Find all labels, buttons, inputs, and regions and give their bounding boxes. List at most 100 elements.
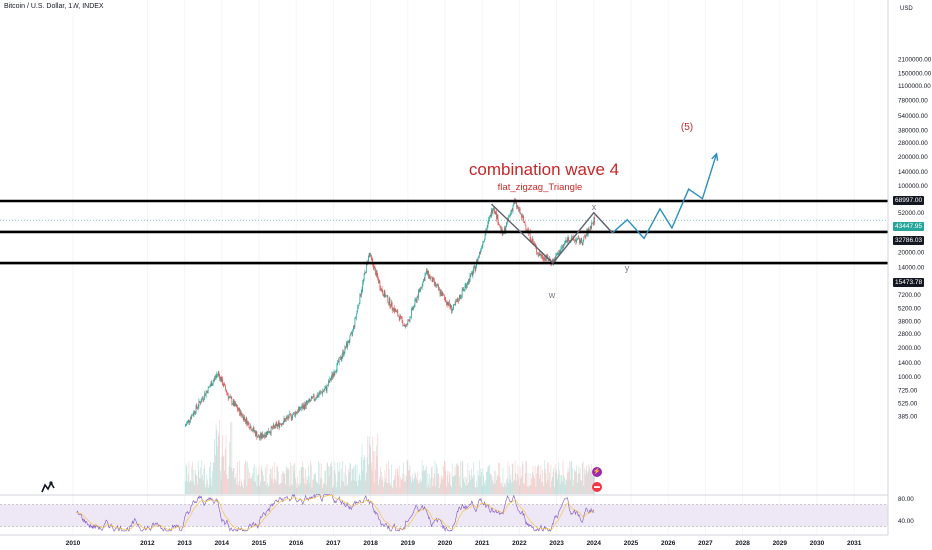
candle-body — [522, 216, 524, 218]
volume-bar — [564, 477, 565, 494]
price-tick-label: 5200.00 — [898, 306, 921, 313]
candle-body — [257, 435, 259, 437]
volume-bar — [214, 439, 215, 494]
candle-body — [473, 267, 474, 273]
volume-bar — [478, 475, 479, 494]
volume-bar — [536, 467, 538, 494]
candle-body — [228, 397, 230, 399]
volume-bar — [297, 476, 298, 494]
candle-body — [352, 329, 354, 334]
candle-body — [580, 238, 582, 243]
candle-body — [491, 209, 492, 217]
volume-bar — [386, 482, 388, 494]
volume-bar — [391, 486, 393, 494]
candle-body — [583, 236, 585, 240]
candle-body — [325, 386, 326, 389]
candle-body — [215, 376, 217, 378]
volume-bar — [293, 470, 295, 494]
volume-bar — [570, 461, 572, 494]
volume-bar — [509, 465, 510, 494]
candle-body — [541, 254, 542, 257]
event-marker-icon[interactable]: ⚡ — [592, 467, 602, 477]
candle-body — [530, 239, 532, 241]
candle-body — [223, 383, 225, 386]
volume-bar — [210, 477, 212, 494]
candle-body — [361, 288, 363, 293]
candle-body — [318, 394, 320, 395]
candle-body — [418, 290, 419, 298]
volume-bar — [539, 478, 540, 494]
volume-bar — [468, 482, 469, 494]
candle-body — [247, 421, 248, 425]
candle-body — [347, 340, 349, 347]
volume-bar — [442, 476, 444, 494]
candle-body — [253, 427, 255, 432]
time-tick-label: 2013 — [177, 540, 192, 547]
candle-body — [519, 208, 520, 211]
earnings-marker-icon[interactable]: ▬ — [592, 482, 602, 492]
time-tick-label: 2021 — [475, 540, 490, 547]
candle-body — [375, 271, 377, 276]
candle-body — [276, 423, 278, 427]
volume-bar — [512, 463, 514, 494]
candle-body — [469, 275, 471, 282]
volume-bar — [328, 465, 329, 494]
candle-body — [446, 302, 448, 305]
volume-bar — [189, 482, 190, 494]
candle-body — [472, 272, 474, 276]
volume-bar — [437, 473, 439, 494]
volume-bar — [351, 468, 353, 494]
volume-bar — [549, 472, 550, 494]
volume-bar — [239, 460, 241, 494]
candle-body — [531, 240, 532, 242]
candle-body — [579, 238, 580, 243]
volume-bar — [259, 485, 261, 494]
volume-bar — [355, 464, 356, 494]
volume-bar — [551, 477, 553, 494]
candle-body — [262, 435, 264, 438]
candle-body — [441, 292, 443, 297]
candle-body — [557, 253, 559, 255]
volume-bar — [493, 483, 494, 494]
candle-body — [485, 231, 487, 236]
volume-bar — [237, 462, 238, 494]
candle-body — [318, 394, 319, 397]
candle-body — [285, 419, 286, 422]
volume-bar — [207, 487, 209, 494]
candle-body — [316, 394, 318, 399]
candle-body — [235, 405, 237, 406]
candle-body — [446, 301, 447, 305]
volume-bar — [226, 474, 228, 494]
volume-bar — [219, 419, 221, 494]
volume-bar — [389, 482, 391, 494]
volume-bar — [435, 486, 437, 494]
volume-bar — [388, 461, 389, 494]
volume-bar — [223, 455, 225, 494]
volume-bar — [574, 469, 575, 494]
candle-body — [401, 316, 402, 318]
candle-body — [564, 242, 566, 244]
candle-body — [582, 242, 583, 245]
volume-bar — [584, 474, 586, 494]
candle-body — [230, 397, 231, 398]
volume-bar — [541, 469, 543, 494]
candle-body — [244, 416, 246, 420]
volume-bar — [316, 482, 318, 494]
volume-bar — [368, 464, 369, 494]
volume-bar — [506, 478, 508, 494]
tradingview-logo-icon[interactable] — [40, 480, 58, 499]
volume-bar — [509, 479, 511, 494]
volume-bar — [513, 481, 515, 494]
candle-body — [521, 216, 523, 218]
candle-body — [194, 412, 196, 414]
volume-bar — [222, 435, 223, 494]
volume-bar — [290, 462, 291, 494]
volume-bar — [235, 477, 236, 494]
volume-bar — [561, 475, 562, 494]
candle-body — [406, 324, 407, 326]
volume-bar — [371, 470, 373, 494]
candle-body — [444, 297, 446, 300]
candle-body — [378, 281, 380, 283]
candle-body — [549, 258, 551, 261]
